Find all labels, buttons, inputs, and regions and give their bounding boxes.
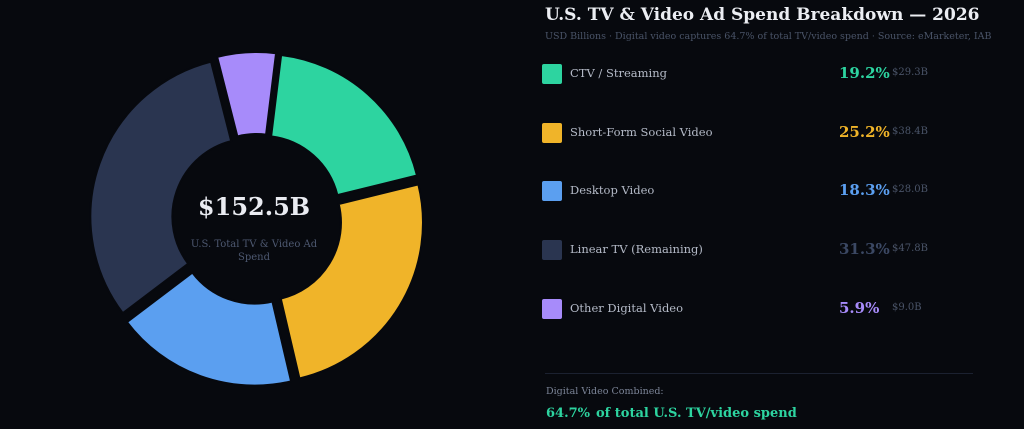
legend-swatch [542,240,562,260]
legend-label: Short-Form Social Video [570,125,713,139]
donut-slice [279,183,424,380]
legend-value: $38.4B [892,126,928,137]
legend-label: CTV / Streaming [570,66,667,80]
center-total-value: $152.5B [197,192,311,221]
legend-pct: 18.3% [839,181,890,199]
donut-chart: $152.5B U.S. Total TV & Video Ad Spend [89,51,424,387]
legend-item: Desktop Video 18.3% $28.0B [542,181,982,203]
legend-label: Other Digital Video [570,301,684,315]
footer-pct: 64.7% [546,406,591,421]
donut-slice [89,60,233,315]
legend-label: Desktop Video [570,183,655,197]
legend-item: CTV / Streaming 19.2% $29.3B [542,64,982,86]
center-total-label: U.S. Total TV & Video Ad Spend [190,239,318,263]
donut-slice [215,51,278,138]
footer-summary: 64.7% of total U.S. TV/video spend [546,406,803,421]
legend-pct: 19.2% [839,64,890,82]
donut-slice [125,271,293,387]
chart-title: U.S. TV & Video Ad Spend Breakdown — 202… [545,5,980,25]
legend-pct: 31.3% [839,240,890,258]
footer-text: of total U.S. TV/video spend [596,406,797,421]
legend-swatch [542,181,562,201]
legend-value: $9.0B [892,302,922,313]
legend-label: Linear TV (Remaining) [570,242,703,256]
legend-swatch [542,64,562,84]
divider [545,373,973,374]
footer-label: Digital Video Combined: [546,386,664,397]
legend-swatch [542,123,562,143]
legend-value: $28.0B [892,184,928,195]
donut-svg [89,51,424,387]
legend-item: Other Digital Video 5.9% $9.0B [542,299,982,321]
chart-subtitle: USD Billions · Digital video captures 64… [545,31,992,42]
legend-item: Linear TV (Remaining) 31.3% $47.8B [542,240,982,262]
legend-value: $47.8B [892,243,928,254]
legend-pct: 25.2% [839,123,890,141]
legend-value: $29.3B [892,67,928,78]
legend-swatch [542,299,562,319]
legend-item: Short-Form Social Video 25.2% $38.4B [542,123,982,145]
legend-pct: 5.9% [839,299,880,317]
donut-slice [270,53,419,197]
